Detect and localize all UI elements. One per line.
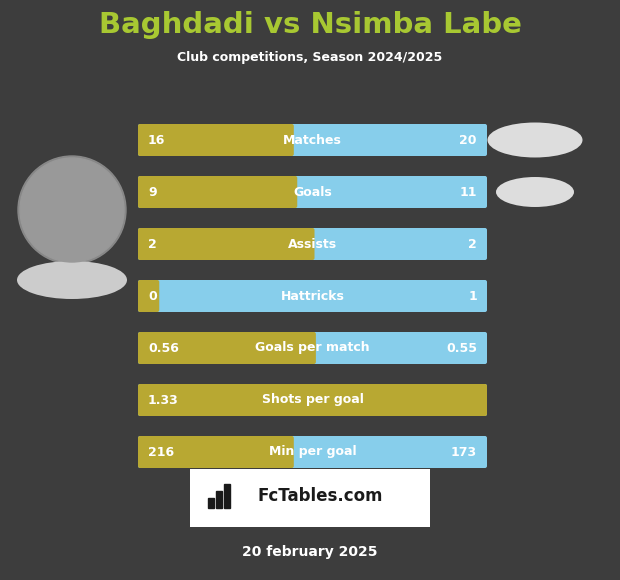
FancyBboxPatch shape <box>138 228 487 260</box>
Text: 0.56: 0.56 <box>148 342 179 354</box>
Text: 9: 9 <box>148 186 157 198</box>
Circle shape <box>18 156 126 264</box>
FancyBboxPatch shape <box>138 436 487 468</box>
FancyBboxPatch shape <box>138 280 159 312</box>
Text: 1: 1 <box>468 289 477 303</box>
Text: Goals: Goals <box>293 186 332 198</box>
Text: 216: 216 <box>148 445 174 459</box>
Text: 11: 11 <box>459 186 477 198</box>
FancyBboxPatch shape <box>138 124 294 156</box>
Bar <box>208 498 214 508</box>
Text: 2: 2 <box>148 237 157 251</box>
Text: Matches: Matches <box>283 133 342 147</box>
Ellipse shape <box>487 122 583 158</box>
Text: Goals per match: Goals per match <box>255 342 370 354</box>
FancyBboxPatch shape <box>138 176 297 208</box>
Text: 0: 0 <box>148 289 157 303</box>
Circle shape <box>20 158 124 262</box>
FancyBboxPatch shape <box>138 384 487 416</box>
Text: Club competitions, Season 2024/2025: Club competitions, Season 2024/2025 <box>177 52 443 64</box>
FancyBboxPatch shape <box>138 332 316 364</box>
Text: Shots per goal: Shots per goal <box>262 393 363 407</box>
Text: Assists: Assists <box>288 237 337 251</box>
FancyBboxPatch shape <box>190 469 430 527</box>
Text: 2: 2 <box>468 237 477 251</box>
FancyBboxPatch shape <box>138 228 314 260</box>
Bar <box>216 491 222 508</box>
Text: 20 february 2025: 20 february 2025 <box>242 545 378 559</box>
Text: Baghdadi vs Nsimba Labe: Baghdadi vs Nsimba Labe <box>99 11 521 39</box>
Text: FcTables.com: FcTables.com <box>257 487 383 505</box>
FancyBboxPatch shape <box>138 436 294 468</box>
FancyBboxPatch shape <box>138 176 487 208</box>
Text: 173: 173 <box>451 445 477 459</box>
Text: 16: 16 <box>148 133 166 147</box>
Bar <box>224 484 230 508</box>
FancyBboxPatch shape <box>138 332 487 364</box>
Text: 20: 20 <box>459 133 477 147</box>
Text: Min per goal: Min per goal <box>268 445 356 459</box>
Text: 0.55: 0.55 <box>446 342 477 354</box>
FancyBboxPatch shape <box>138 124 487 156</box>
FancyBboxPatch shape <box>138 280 487 312</box>
Text: 1.33: 1.33 <box>148 393 179 407</box>
Ellipse shape <box>17 261 127 299</box>
FancyBboxPatch shape <box>138 384 487 416</box>
Text: Hattricks: Hattricks <box>281 289 345 303</box>
Ellipse shape <box>496 177 574 207</box>
